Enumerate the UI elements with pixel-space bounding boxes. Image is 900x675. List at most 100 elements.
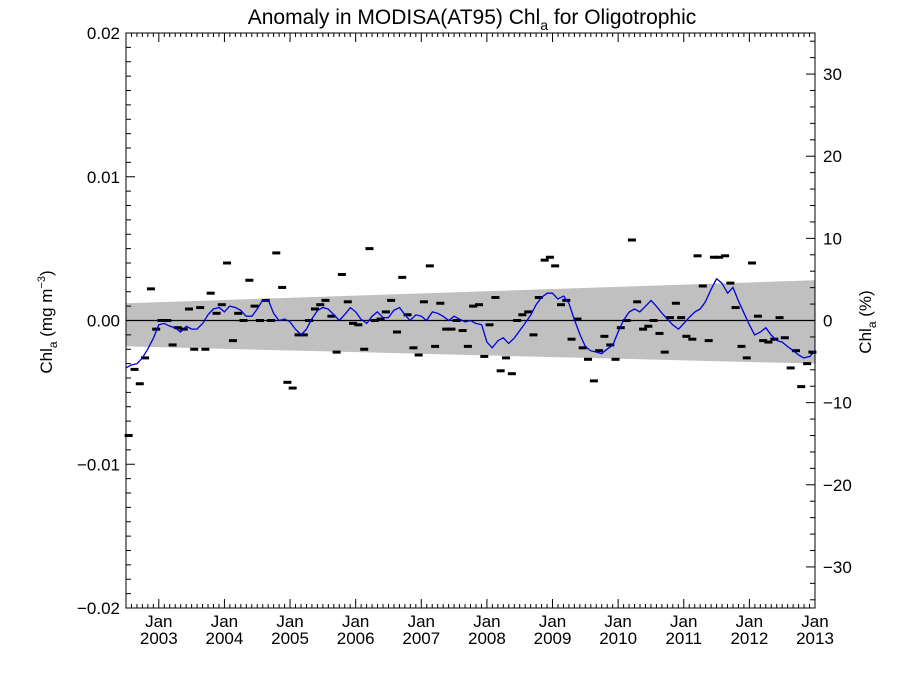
anomaly-point xyxy=(540,258,549,262)
y-left-label-close: ) xyxy=(37,270,56,276)
y-right-tick-label: −30 xyxy=(823,558,852,577)
trend-band xyxy=(126,280,815,364)
anomaly-point xyxy=(332,350,341,354)
anomaly-point xyxy=(469,304,478,308)
y-right-label-main: Chl xyxy=(856,328,875,354)
anomaly-point xyxy=(425,264,434,268)
anomaly-point xyxy=(201,347,210,351)
anomaly-point xyxy=(228,339,237,343)
x-tick-month-label: Jan xyxy=(801,612,828,631)
anomaly-point xyxy=(245,278,254,282)
anomaly-point xyxy=(731,306,740,310)
anomaly-point xyxy=(501,356,510,360)
anomaly-point xyxy=(349,321,358,325)
anomaly-point xyxy=(452,319,461,322)
anomaly-point xyxy=(764,340,773,344)
anomaly-point xyxy=(130,367,139,371)
anomaly-point xyxy=(278,285,287,289)
x-tick-month-label: Jan xyxy=(342,612,369,631)
anomaly-point xyxy=(496,369,505,373)
x-tick-year-label: 2006 xyxy=(337,629,375,648)
anomaly-point xyxy=(458,329,467,333)
anomaly-point xyxy=(485,323,494,327)
x-tick-year-label: 2003 xyxy=(140,629,178,648)
anomaly-point xyxy=(665,316,674,320)
anomaly-point xyxy=(223,261,232,265)
anomaly-point xyxy=(791,349,800,353)
anomaly-point xyxy=(600,334,609,338)
chart-title: Anomaly in MODISA(AT95) Chla for Oligotr… xyxy=(248,6,697,33)
anomaly-point xyxy=(398,275,407,279)
y-left-tick-label: −0.02 xyxy=(77,599,120,618)
anomaly-point xyxy=(557,303,566,307)
anomaly-point xyxy=(206,291,215,295)
y-left-tick-label: 0.02 xyxy=(87,24,120,43)
y-right-tick-label: 30 xyxy=(823,65,842,84)
anomaly-point xyxy=(376,317,385,321)
anomaly-point xyxy=(419,300,428,304)
anomaly-point xyxy=(255,319,264,322)
y-left-label-unit: (mg m xyxy=(37,289,56,342)
anomaly-point xyxy=(633,300,642,304)
anomaly-point xyxy=(409,346,418,350)
anomaly-point xyxy=(152,327,161,331)
anomaly-point xyxy=(721,254,730,258)
x-tick-month-label: Jan xyxy=(604,612,631,631)
anomaly-point xyxy=(173,326,182,330)
anomaly-point xyxy=(715,255,724,259)
anomaly-point xyxy=(288,386,297,390)
anomaly-point xyxy=(393,330,402,334)
x-tick-month-label: Jan xyxy=(145,612,172,631)
anomaly-point xyxy=(250,304,259,308)
x-tick-month-label: Jan xyxy=(211,612,238,631)
anomaly-point xyxy=(507,372,516,376)
anomaly-point xyxy=(337,273,346,276)
x-tick-year-label: 2011 xyxy=(665,629,702,648)
anomaly-point xyxy=(611,357,620,361)
x-tick-year-label: 2009 xyxy=(534,629,572,648)
anomaly-point xyxy=(272,251,281,255)
anomaly-point xyxy=(447,327,456,331)
anomaly-point xyxy=(677,316,686,320)
anomaly-point xyxy=(217,303,226,307)
y-right-tick-label: −20 xyxy=(823,476,852,495)
anomaly-point xyxy=(551,264,560,268)
anomaly-point xyxy=(184,307,193,311)
y-right-label-sub: a xyxy=(865,321,879,328)
anomaly-point xyxy=(770,337,779,341)
y-right-tick-label: −10 xyxy=(823,394,852,413)
anomaly-point xyxy=(157,319,166,322)
x-tick-year-label: 2005 xyxy=(271,629,309,648)
anomaly-point xyxy=(639,327,648,331)
anomaly-point xyxy=(583,357,592,361)
anomaly-point xyxy=(146,287,155,291)
anomaly-point xyxy=(196,306,205,310)
anomaly-point xyxy=(704,339,713,343)
anomaly-point xyxy=(682,334,691,338)
anomaly-point xyxy=(321,298,330,302)
y-right-tick-label: 10 xyxy=(823,229,842,248)
y-left-tick-label: −0.01 xyxy=(77,455,120,474)
y-left-label-sub: a xyxy=(46,341,60,348)
anomaly-point xyxy=(808,350,817,354)
x-tick-month-label: Jan xyxy=(539,612,566,631)
x-tick-month-label: Jan xyxy=(473,612,500,631)
anomaly-point xyxy=(660,350,669,354)
anomaly-point xyxy=(305,319,314,322)
anomaly-point xyxy=(671,301,680,305)
anomaly-point xyxy=(524,310,533,314)
anomaly-point xyxy=(190,347,199,351)
anomaly-point xyxy=(480,354,489,358)
x-tick-month-label: Jan xyxy=(408,612,435,631)
chart-title-main: Anomaly in MODISA(AT95) Chl xyxy=(248,6,541,29)
x-tick-year-label: 2010 xyxy=(599,629,637,648)
x-tick-year-label: 2004 xyxy=(206,629,244,648)
anomaly-point xyxy=(753,314,762,318)
anomaly-point xyxy=(212,311,221,315)
anomaly-point xyxy=(463,344,472,348)
anomaly-point xyxy=(239,319,248,322)
anomaly-point xyxy=(135,382,144,386)
anomaly-point xyxy=(370,319,379,322)
anomaly-point xyxy=(431,344,440,348)
anomaly-point xyxy=(475,303,484,307)
